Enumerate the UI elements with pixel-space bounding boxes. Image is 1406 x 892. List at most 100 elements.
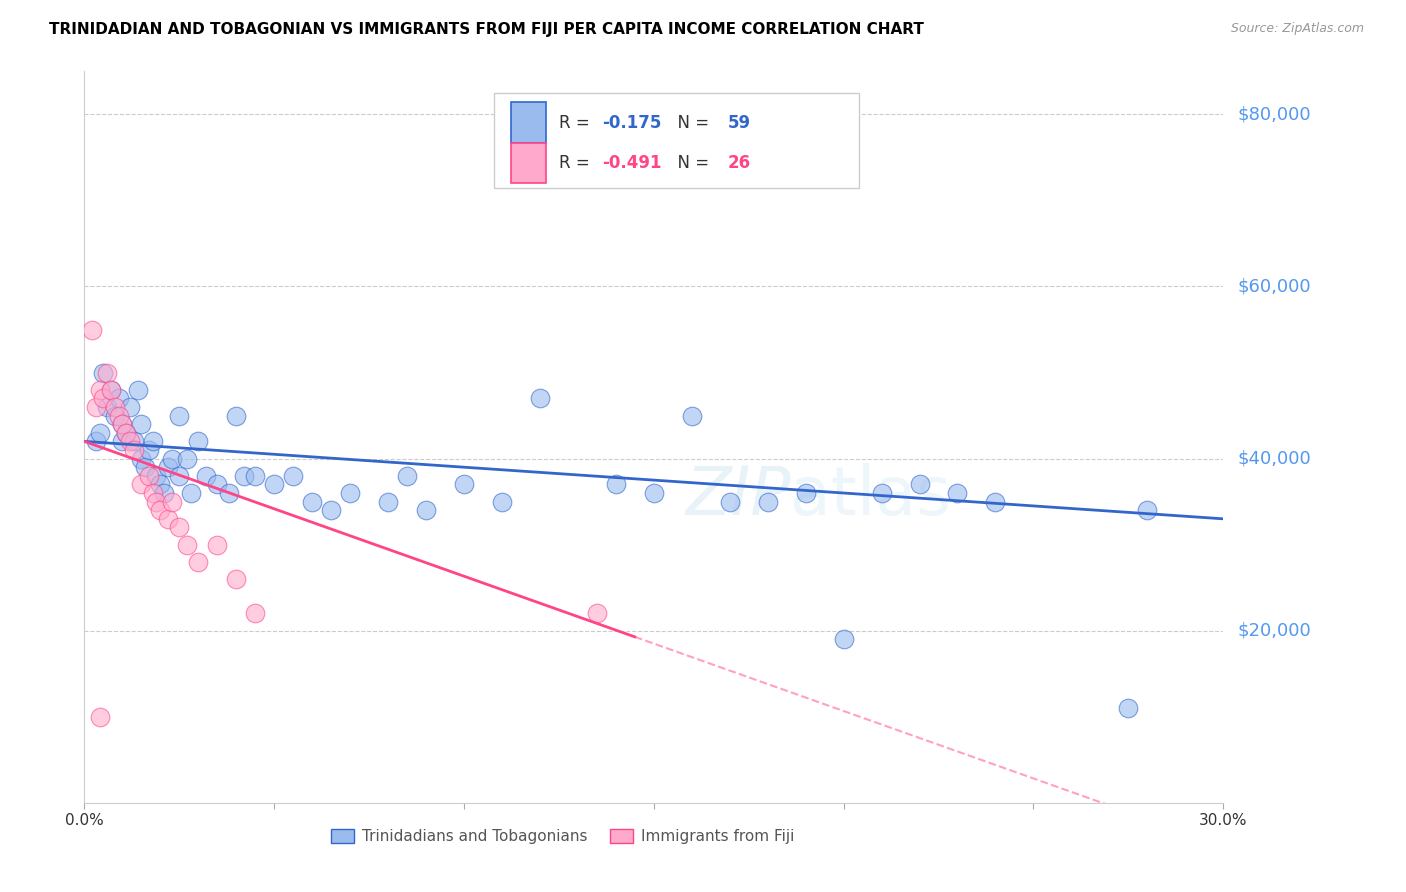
Point (187, 555, 209, 569)
Point (832, 632, 855, 647)
Legend: Trinidadians and Tobagonians, Immigrants from Fiji: Trinidadians and Tobagonians, Immigrants… (325, 822, 800, 850)
Point (756, 494, 779, 508)
Text: $40,000: $40,000 (1237, 450, 1310, 467)
Point (586, 607, 609, 621)
Point (1136, 503, 1159, 517)
Point (104, 409, 127, 423)
Point (100, 383, 122, 397)
Point (218, 486, 240, 500)
Point (321, 503, 343, 517)
Point (870, 486, 893, 500)
Text: 26: 26 (728, 153, 751, 172)
Point (283, 468, 305, 483)
Text: -0.491: -0.491 (603, 153, 662, 172)
Point (176, 451, 198, 466)
Point (169, 468, 191, 483)
Text: N =: N = (668, 113, 714, 131)
Point (301, 494, 323, 508)
Point (245, 607, 267, 621)
Point (207, 477, 229, 491)
Point (908, 477, 931, 491)
Point (104, 400, 127, 414)
Point (80, 322, 103, 336)
Point (96, 366, 118, 380)
Text: R =: R = (560, 153, 595, 172)
Point (145, 494, 167, 508)
Point (118, 434, 141, 449)
Point (1118, 701, 1140, 715)
Point (415, 503, 437, 517)
Point (377, 494, 399, 508)
Point (160, 494, 183, 508)
Text: -0.175: -0.175 (603, 113, 662, 131)
Point (84, 434, 107, 449)
Point (138, 468, 160, 483)
Text: TRINIDADIAN AND TOBAGONIAN VS IMMIGRANTS FROM FIJI PER CAPITA INCOME CORRELATION: TRINIDADIAN AND TOBAGONIAN VS IMMIGRANTS… (49, 22, 924, 37)
Point (149, 477, 172, 491)
Point (245, 468, 267, 483)
Point (567, 168, 589, 182)
Point (643, 486, 665, 500)
Point (115, 425, 138, 440)
Point (718, 494, 741, 508)
Point (156, 512, 179, 526)
Point (93, 392, 115, 406)
Text: $60,000: $60,000 (1237, 277, 1310, 295)
Point (89, 425, 111, 440)
Point (100, 383, 122, 397)
Point (263, 477, 285, 491)
Point (134, 460, 156, 475)
Bar (512, 143, 546, 183)
Point (129, 417, 153, 432)
Point (794, 486, 817, 500)
Text: ZIP: ZIP (685, 463, 790, 529)
Point (89, 710, 111, 724)
Point (127, 383, 149, 397)
Point (111, 434, 134, 449)
Point (96, 400, 118, 414)
Point (111, 417, 134, 432)
Text: R =: R = (560, 113, 595, 131)
Point (529, 392, 551, 406)
Point (605, 477, 627, 491)
Point (225, 409, 247, 423)
Point (681, 409, 703, 423)
Point (138, 442, 160, 457)
Point (225, 572, 247, 586)
Point (107, 409, 129, 423)
Point (129, 477, 153, 491)
Point (122, 442, 145, 457)
Point (169, 409, 191, 423)
Point (160, 451, 183, 466)
Text: N =: N = (668, 153, 714, 172)
Point (176, 538, 198, 552)
Point (107, 392, 129, 406)
Point (396, 468, 419, 483)
Text: $20,000: $20,000 (1237, 622, 1310, 640)
Point (122, 434, 145, 449)
Point (232, 468, 254, 483)
Text: atlas: atlas (790, 463, 952, 529)
Point (194, 468, 217, 483)
Point (145, 468, 167, 483)
Point (187, 434, 209, 449)
Point (93, 366, 115, 380)
Text: 59: 59 (728, 113, 751, 131)
Point (142, 486, 165, 500)
Point (153, 486, 176, 500)
Point (180, 486, 202, 500)
Point (115, 425, 138, 440)
Point (142, 434, 165, 449)
Text: Source: ZipAtlas.com: Source: ZipAtlas.com (1230, 22, 1364, 36)
Text: $80,000: $80,000 (1237, 105, 1310, 123)
Point (491, 494, 513, 508)
Point (156, 460, 179, 475)
Point (118, 400, 141, 414)
FancyBboxPatch shape (495, 94, 859, 188)
Point (84, 400, 107, 414)
Point (207, 538, 229, 552)
Bar (512, 103, 546, 143)
Point (453, 477, 475, 491)
Point (946, 486, 969, 500)
Point (149, 503, 172, 517)
